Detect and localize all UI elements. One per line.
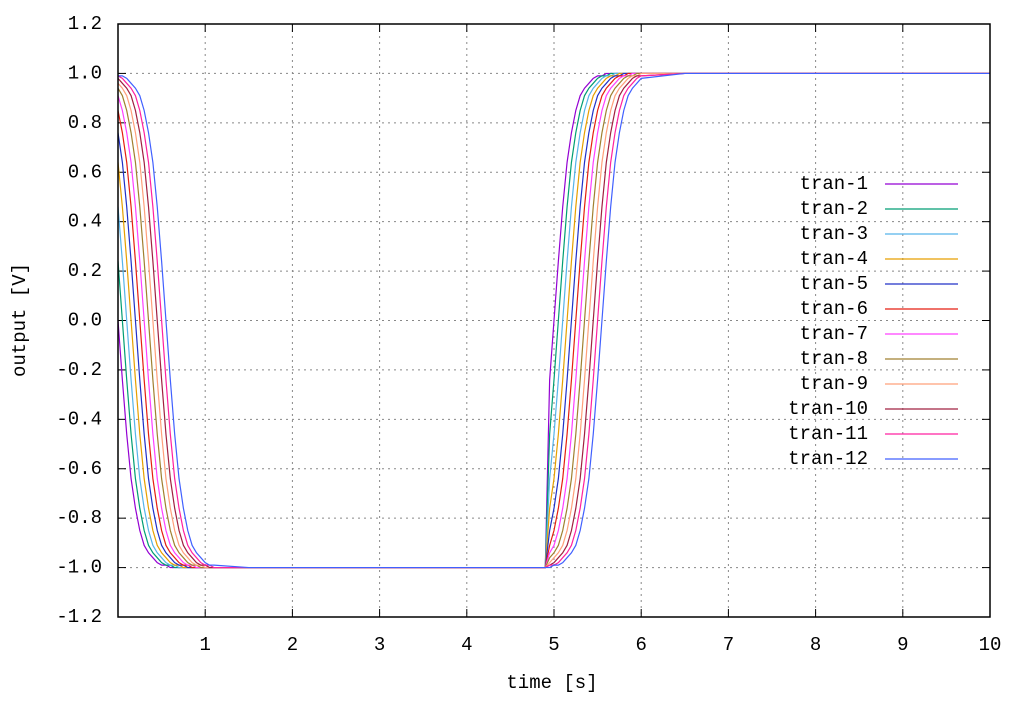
legend-label: tran-7 <box>800 323 868 345</box>
y-tick-label: -0.4 <box>56 408 102 430</box>
x-tick-label: 10 <box>979 634 1002 656</box>
y-tick-label: 0.4 <box>68 211 102 233</box>
y-tick-label: -0.6 <box>56 458 102 480</box>
y-tick-label: 0.0 <box>68 310 102 332</box>
y-tick-label: 1.2 <box>68 13 102 35</box>
legend-label: tran-11 <box>788 423 868 445</box>
x-tick-label: 5 <box>548 634 559 656</box>
legend-label: tran-8 <box>800 348 868 370</box>
y-tick-label: -1.0 <box>56 557 102 579</box>
y-tick-label: 0.6 <box>68 161 102 183</box>
legend-label: tran-12 <box>788 448 868 470</box>
legend-label: tran-5 <box>800 273 868 295</box>
legend-label: tran-3 <box>800 223 868 245</box>
x-tick-label: 1 <box>199 634 210 656</box>
legend-label: tran-9 <box>800 373 868 395</box>
y-tick-label: 0.8 <box>68 112 102 134</box>
x-tick-label: 2 <box>287 634 298 656</box>
x-tick-label: 4 <box>461 634 472 656</box>
y-tick-label: 1.0 <box>68 62 102 84</box>
x-tick-label: 3 <box>374 634 385 656</box>
y-tick-label: -1.2 <box>56 606 102 628</box>
y-tick-label: 0.2 <box>68 260 102 282</box>
legend-label: tran-2 <box>800 198 868 220</box>
x-tick-label: 7 <box>723 634 734 656</box>
legend-label: tran-10 <box>788 398 868 420</box>
x-tick-label: 8 <box>810 634 821 656</box>
legend-label: tran-4 <box>800 248 868 270</box>
y-tick-label: -0.2 <box>56 359 102 381</box>
plot-border <box>117 23 991 618</box>
y-tick-label: -0.8 <box>56 507 102 529</box>
legend-label: tran-6 <box>800 298 868 320</box>
x-tick-label: 9 <box>897 634 908 656</box>
x-tick-label: 6 <box>635 634 646 656</box>
y-axis-label: output [V] <box>9 263 31 377</box>
series-line <box>118 72 990 569</box>
legend-label: tran-1 <box>800 173 868 195</box>
x-axis-label: time [s] <box>506 672 597 694</box>
